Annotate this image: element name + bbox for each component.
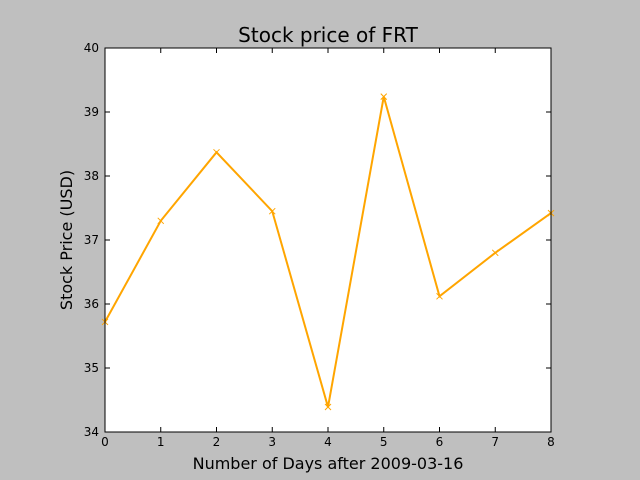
chart-title: Stock price of FRT [238,23,418,47]
data-point [380,93,388,100]
data-point [213,148,220,156]
x-tick-label: 2 [213,435,221,449]
y-tick-label: 36 [84,297,99,311]
x-tick-label: 7 [491,435,499,449]
data-point [491,249,499,257]
x-tick-label: 4 [324,435,332,449]
x-tick-label: 6 [436,435,444,449]
y-tick-label: 35 [84,361,99,375]
y-tick-label: 38 [84,169,99,183]
x-axis: 0 1 2 3 4 5 6 7 8 [101,48,555,449]
plot-area [105,48,551,432]
x-tick-label: 3 [268,435,276,449]
plot-frame [104,47,552,433]
data-point [436,292,443,300]
x-tick-label: 0 [101,435,109,449]
x-axis-label: Number of Days after 2009-03-16 [193,454,464,473]
x-tick-label: 5 [380,435,388,449]
y-tick-label: 34 [84,425,99,439]
x-tick-label: 1 [157,435,165,449]
y-tick-label: 37 [84,233,99,247]
data-point [157,217,165,225]
x-tick-label: 8 [547,435,555,449]
y-tick-label: 40 [84,41,99,55]
data-point [324,403,332,411]
data-point [268,207,276,215]
y-tick-label: 39 [84,105,99,119]
y-axis-label: Stock Price (USD) [57,170,76,310]
